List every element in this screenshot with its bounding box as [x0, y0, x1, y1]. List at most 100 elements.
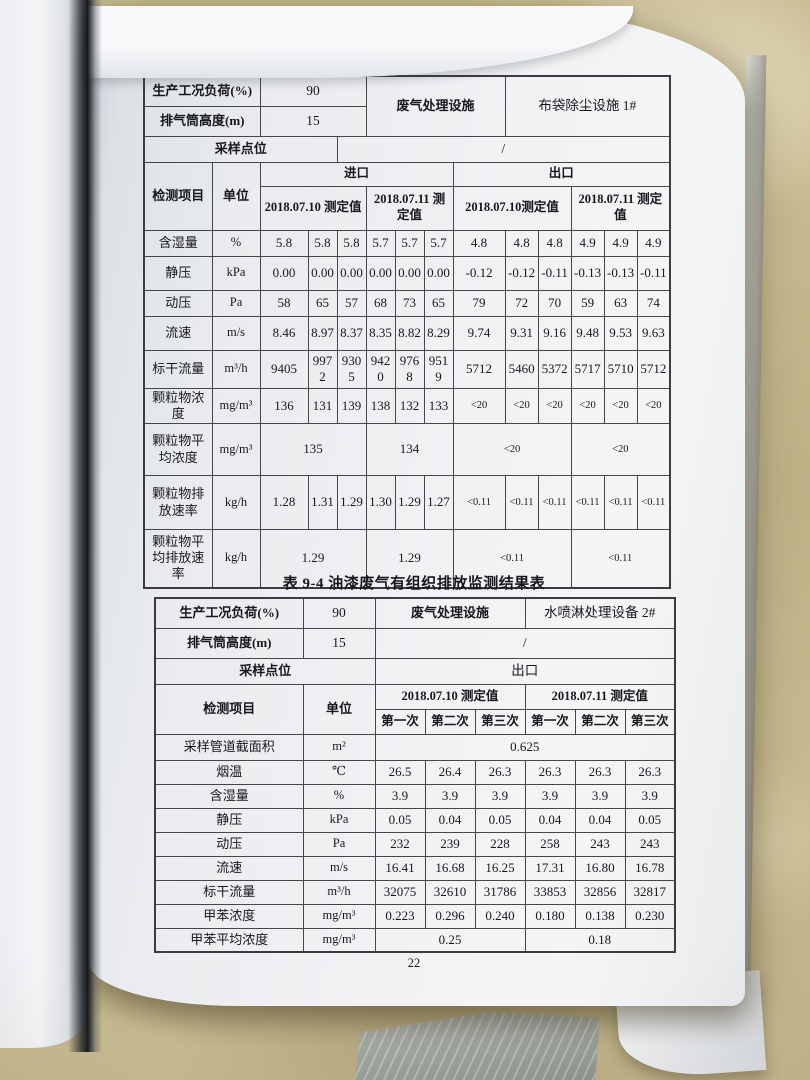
row-label: 动压	[143, 289, 213, 317]
page-number: 22	[407, 956, 421, 970]
table-row: 甲苯平均浓度 mg/m³ 0.25 0.18	[154, 927, 676, 953]
value-cell: 26.3	[624, 759, 676, 785]
treatment-facility-label: 废气处理设施	[374, 597, 526, 629]
table-row: 标干流量 m³/h 32075 32610 31786 33853 32856 32817	[154, 879, 676, 905]
value-cell: -0.13	[570, 255, 605, 291]
merged-value-cell: 135	[259, 423, 367, 476]
merged-value-cell: <20	[570, 423, 671, 476]
value-cell: 1.29	[394, 475, 425, 530]
value-cell: 79	[452, 289, 506, 317]
value-cell: 4.9	[603, 229, 638, 257]
value-cell: <0.11	[537, 475, 572, 530]
value-cell: 0.04	[524, 807, 576, 833]
value-cell: 3.9	[424, 783, 476, 809]
value-cell: 0.04	[424, 807, 476, 833]
run-header: 第一次	[524, 708, 576, 735]
table-row: 含湿量% 3.9 3.9 3.9 3.9 3.9 3.9	[154, 783, 676, 809]
value-cell: <0.11	[570, 475, 605, 530]
treatment-facility-value: 水喷淋处理设备 2#	[524, 597, 676, 629]
value-cell: 65	[423, 289, 454, 317]
row-unit: kg/h	[211, 475, 261, 530]
row-label: 含湿量	[143, 229, 213, 257]
run-header: 第三次	[624, 708, 676, 735]
value-cell: 3.9	[374, 783, 426, 809]
value-cell: <20	[636, 387, 671, 424]
value-cell: 232	[374, 831, 426, 857]
table-row: 生产工况负荷(%) 90 废气处理设施 水喷淋处理设备 2#	[154, 597, 676, 629]
value-cell: <20	[570, 387, 605, 424]
table-row: 颗粒物平均浓度 mg/m³ 135 134 <20 <20	[143, 423, 671, 476]
value-cell: 4.8	[504, 229, 539, 257]
unit-column-header: 单位	[211, 161, 261, 231]
row-unit: Pa	[211, 289, 261, 317]
row-unit: mg/m³	[211, 423, 261, 476]
value-cell: <0.11	[603, 475, 638, 530]
value-cell: 9768	[394, 349, 425, 389]
row-unit: mg/m³	[211, 387, 261, 424]
value-cell: 0.00	[336, 255, 367, 291]
value-cell: 9519	[423, 349, 454, 389]
table-row: 甲苯浓度 mg/m³ 0.223 0.296 0.240 0.180 0.138 0.230	[154, 903, 676, 929]
value-cell: 0.138	[574, 903, 626, 929]
treatment-facility-value: 布袋除尘设施 1#	[504, 75, 671, 137]
value-cell: 132	[394, 387, 425, 424]
value-cell: 9972	[307, 349, 338, 389]
value-cell: -0.13	[603, 255, 638, 291]
value-cell: <20	[603, 387, 638, 424]
row-label: 采样管道截面积	[154, 733, 304, 761]
item-column-header: 检测项目	[154, 683, 304, 735]
row-label: 流速	[154, 855, 304, 881]
value-cell: 5712	[636, 349, 671, 389]
row-unit: kPa	[302, 807, 376, 833]
value-cell: 5712	[452, 349, 506, 389]
table-row: 颗粒物排放速率 kg/h 1.28 1.31 1.29 1.30 1.29 1.27 <0.11…	[143, 475, 671, 530]
merged-value-cell: 1.29	[365, 529, 454, 588]
merged-value-cell: 134	[365, 423, 454, 476]
value-cell: 16.68	[424, 855, 476, 881]
row-label: 颗粒物平均浓度	[143, 423, 213, 476]
row-unit: kPa	[211, 255, 261, 291]
row-unit: ℃	[302, 759, 376, 785]
value-cell: 4.8	[537, 229, 572, 257]
table2-title: 表 9-4 油漆废气有组织排放监测结果表	[282, 576, 546, 592]
value-cell: 3.9	[624, 783, 676, 809]
row-label: 动压	[154, 831, 304, 857]
value-cell: 243	[624, 831, 676, 857]
value-cell: 0.00	[365, 255, 396, 291]
value-cell: 8.97	[307, 315, 338, 351]
value-cell: 4.8	[452, 229, 506, 257]
merged-value-cell: <0.11	[452, 529, 572, 588]
value-cell: 74	[636, 289, 671, 317]
value-cell: 9.16	[537, 315, 572, 351]
value-cell: <20	[452, 387, 506, 424]
value-cell: 131	[307, 387, 338, 424]
value-cell: 1.27	[423, 475, 454, 530]
value-cell: 26.3	[574, 759, 626, 785]
value-cell: 5.8	[307, 229, 338, 257]
value-cell: <20	[504, 387, 539, 424]
value-cell: 133	[423, 387, 454, 424]
value-cell: 68	[365, 289, 396, 317]
value-cell: 32610	[424, 879, 476, 905]
value-cell: 5.7	[423, 229, 454, 257]
row-label: 甲苯浓度	[154, 903, 304, 929]
value-cell: 3.9	[474, 783, 526, 809]
value-cell: 8.35	[365, 315, 396, 351]
unit-column-header: 单位	[302, 683, 376, 735]
sampling-point-value: 出口	[374, 657, 676, 685]
value-cell: 8.82	[394, 315, 425, 351]
table-row: 排气筒高度(m) 15 /	[154, 627, 676, 659]
table-row: 采样点位 /	[143, 135, 671, 163]
value-cell: 0.223	[374, 903, 426, 929]
value-cell: 5372	[537, 349, 572, 389]
row-label: 静压	[154, 807, 304, 833]
value-cell: 0.00	[394, 255, 425, 291]
value-cell: 243	[574, 831, 626, 857]
merged-value-cell: 1.29	[259, 529, 367, 588]
value-cell: 32075	[374, 879, 426, 905]
value-cell: 9.48	[570, 315, 605, 351]
value-cell: 1.31	[307, 475, 338, 530]
value-cell: 0.240	[474, 903, 526, 929]
value-cell: 72	[504, 289, 539, 317]
value-cell: 65	[307, 289, 338, 317]
